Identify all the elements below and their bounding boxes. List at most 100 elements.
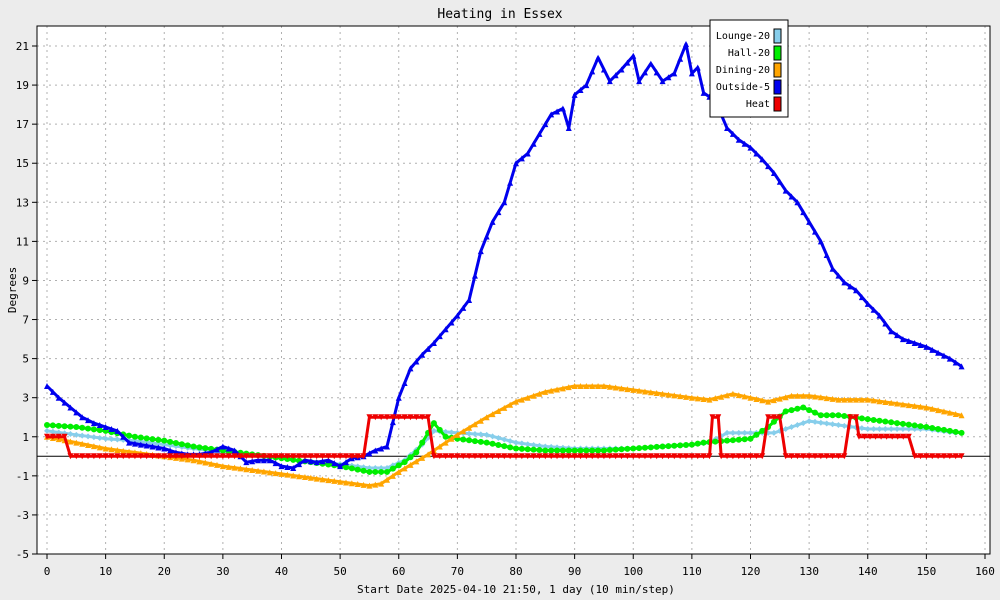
outside-5-point [571, 91, 578, 98]
series-heat [44, 414, 965, 460]
heat-point [641, 453, 648, 460]
heat-point [507, 453, 514, 460]
x-tick-label: 20 [158, 565, 171, 578]
outside-5-point [407, 365, 414, 372]
outside-5-point [284, 464, 291, 471]
heat-point [149, 453, 156, 460]
hall-20-point [817, 412, 824, 419]
outside-5-point [888, 328, 895, 335]
dining-20-point [378, 480, 385, 487]
outside-5-point [231, 447, 238, 454]
heat-point [79, 453, 86, 460]
hall-20-point [495, 441, 502, 448]
dining-20-point [296, 473, 303, 480]
outside-5-point [49, 388, 56, 395]
outside-5-point [155, 444, 162, 451]
dining-20-point [577, 382, 584, 389]
hall-20-point [372, 468, 379, 475]
hall-20-point [858, 415, 865, 422]
lounge-20-point [49, 428, 56, 435]
hall-20-point [501, 443, 508, 450]
hall-20-point [155, 436, 162, 443]
heat-point [366, 414, 373, 421]
outside-5-point [507, 179, 514, 186]
hall-20-point [923, 424, 930, 430]
hall-20-point [829, 412, 836, 419]
outside-5-point [735, 136, 742, 143]
lounge-20-point [530, 441, 537, 448]
outside-5-point [67, 404, 74, 411]
hall-20-point [395, 462, 402, 469]
heat-point [301, 453, 308, 460]
legend-swatch [773, 62, 782, 78]
heat-point [665, 453, 672, 460]
x-tick-label: 50 [334, 565, 347, 578]
heat-point [958, 453, 965, 460]
legend-swatch [773, 79, 782, 95]
heat-point [847, 414, 854, 421]
lounge-20-point [835, 422, 842, 429]
outside-5-point [501, 199, 508, 206]
heat-point [671, 453, 678, 460]
legend: Lounge-20 Hall-20 Dining-20 Outside-5 Heat [709, 19, 789, 118]
heat-point [178, 453, 185, 460]
heat-point [61, 433, 68, 440]
dining-20-point [765, 398, 772, 405]
heat-point [430, 453, 437, 460]
dining-20-point [858, 396, 865, 403]
y-tick-label: 1 [22, 431, 29, 444]
x-tick-label: 40 [275, 565, 288, 578]
dining-20-point [436, 443, 443, 450]
dining-20-point [940, 408, 947, 415]
outside-5-point [583, 82, 590, 89]
outside-5-point [829, 265, 836, 272]
dining-20-point [911, 402, 918, 409]
dining-20-point [706, 396, 713, 403]
outside-5-point [729, 130, 736, 137]
dining-20-point [466, 424, 473, 431]
heat-point [946, 453, 953, 460]
lounge-20-point [518, 440, 525, 447]
hall-20-point [360, 467, 367, 474]
dining-20-point [817, 394, 824, 401]
outside-5-point [671, 70, 678, 77]
dining-20-point [401, 465, 408, 472]
heat-point [67, 453, 74, 460]
heat-point [255, 453, 262, 460]
hall-20-point [747, 435, 754, 442]
legend-label: Hall-20 [728, 48, 770, 59]
heat-point [73, 453, 80, 460]
heat-point [296, 453, 303, 460]
dining-20-point [231, 464, 238, 471]
lounge-20-point [894, 425, 901, 432]
outside-5-point [342, 459, 349, 466]
outside-5-point [600, 66, 607, 73]
dining-20-point [454, 431, 461, 438]
outside-5-point [923, 343, 930, 350]
lounge-20-point [858, 425, 865, 432]
heat-point [878, 433, 885, 440]
heat-point [442, 453, 449, 460]
dining-20-point [513, 398, 519, 405]
outside-5-point [378, 445, 385, 452]
outside-5-point [260, 457, 267, 464]
dining-20-point [624, 386, 631, 393]
y-tick-label: 5 [22, 353, 29, 366]
dining-20-point [366, 482, 373, 489]
lounge-20-point [495, 434, 502, 441]
hall-20-point [788, 407, 795, 414]
heat-point [354, 453, 361, 460]
lounge-20-point [430, 427, 437, 434]
hall-20-point [348, 465, 355, 472]
outside-5-point [225, 445, 232, 452]
hall-20-point [419, 439, 426, 446]
hall-20-point [196, 444, 203, 451]
dining-20-point [636, 387, 643, 394]
dining-20-point [120, 447, 127, 454]
outside-5-point [120, 433, 127, 440]
heat-point [131, 453, 138, 460]
lounge-20-point [782, 425, 789, 432]
outside-5-point [817, 238, 824, 245]
x-tick-label: 130 [799, 565, 819, 578]
